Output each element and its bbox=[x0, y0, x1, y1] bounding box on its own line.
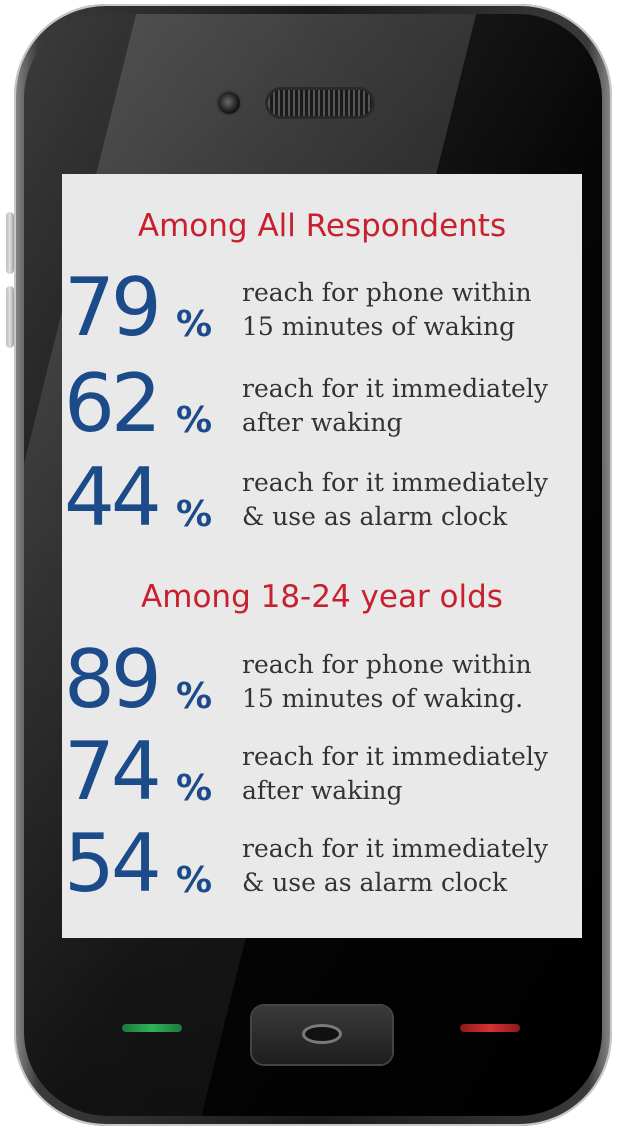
stat-description-line: reach for phone within bbox=[242, 278, 532, 307]
stat-row: 79 % reach for phone within 15 minutes o… bbox=[62, 261, 582, 366]
stat-description-line: 15 minutes of waking. bbox=[242, 684, 524, 713]
stat-unit: % bbox=[176, 400, 213, 441]
stat-value: 54 bbox=[64, 817, 162, 910]
stat-description-line: & use as alarm clock bbox=[242, 502, 508, 531]
call-button-icon bbox=[122, 1024, 182, 1032]
stat-description-line: reach for it immediately bbox=[242, 834, 548, 863]
stat-description-line: reach for phone within bbox=[242, 650, 532, 679]
camera-icon bbox=[218, 92, 240, 114]
stat-row: 44 % reach for it immediately & use as a… bbox=[62, 451, 582, 556]
stat-value: 44 bbox=[64, 451, 162, 544]
stat-description: reach for phone within 15 minutes of wak… bbox=[242, 276, 587, 344]
stat-row: 54 % reach for it immediately & use as a… bbox=[62, 817, 582, 922]
stat-value: 62 bbox=[64, 357, 162, 450]
end-call-button-icon bbox=[460, 1024, 520, 1032]
section-heading-all-respondents: Among All Respondents bbox=[137, 208, 507, 244]
stat-description: reach for it immediately after waking bbox=[242, 740, 587, 808]
stat-unit: % bbox=[176, 768, 213, 809]
stat-description-line: reach for it immediately bbox=[242, 742, 548, 771]
stat-description-line: & use as alarm clock bbox=[242, 868, 508, 897]
stat-unit: % bbox=[176, 494, 213, 535]
stat-description-line: reach for it immediately bbox=[242, 374, 548, 403]
stat-value: 79 bbox=[64, 261, 162, 354]
stat-row: 89 % reach for phone within 15 minutes o… bbox=[62, 633, 582, 738]
section-heading-18-24: Among 18-24 year olds bbox=[141, 579, 503, 615]
volume-down-button bbox=[6, 286, 14, 348]
stat-description: reach for it immediately & use as alarm … bbox=[242, 832, 587, 900]
stat-row: 62 % reach for it immediately after waki… bbox=[62, 357, 582, 462]
stat-description-line: after waking bbox=[242, 776, 403, 805]
stat-description: reach for it immediately & use as alarm … bbox=[242, 466, 587, 534]
stat-row: 74 % reach for it immediately after waki… bbox=[62, 725, 582, 830]
home-button-icon bbox=[252, 1006, 392, 1064]
stat-unit: % bbox=[176, 676, 213, 717]
stat-description-line: after waking bbox=[242, 408, 403, 437]
volume-up-button bbox=[6, 212, 14, 274]
phone-screen: Among All Respondents 79 % reach for pho… bbox=[62, 174, 582, 938]
stat-value: 74 bbox=[64, 725, 162, 818]
stat-description-line: 15 minutes of waking bbox=[242, 312, 516, 341]
stat-description: reach for it immediately after waking bbox=[242, 372, 587, 440]
stat-value: 89 bbox=[64, 633, 162, 726]
stat-description: reach for phone within 15 minutes of wak… bbox=[242, 648, 587, 716]
stat-unit: % bbox=[176, 304, 213, 345]
speaker-grille-icon bbox=[268, 90, 372, 116]
stat-unit: % bbox=[176, 860, 213, 901]
home-button-ring bbox=[302, 1024, 342, 1044]
stat-description-line: reach for it immediately bbox=[242, 468, 548, 497]
